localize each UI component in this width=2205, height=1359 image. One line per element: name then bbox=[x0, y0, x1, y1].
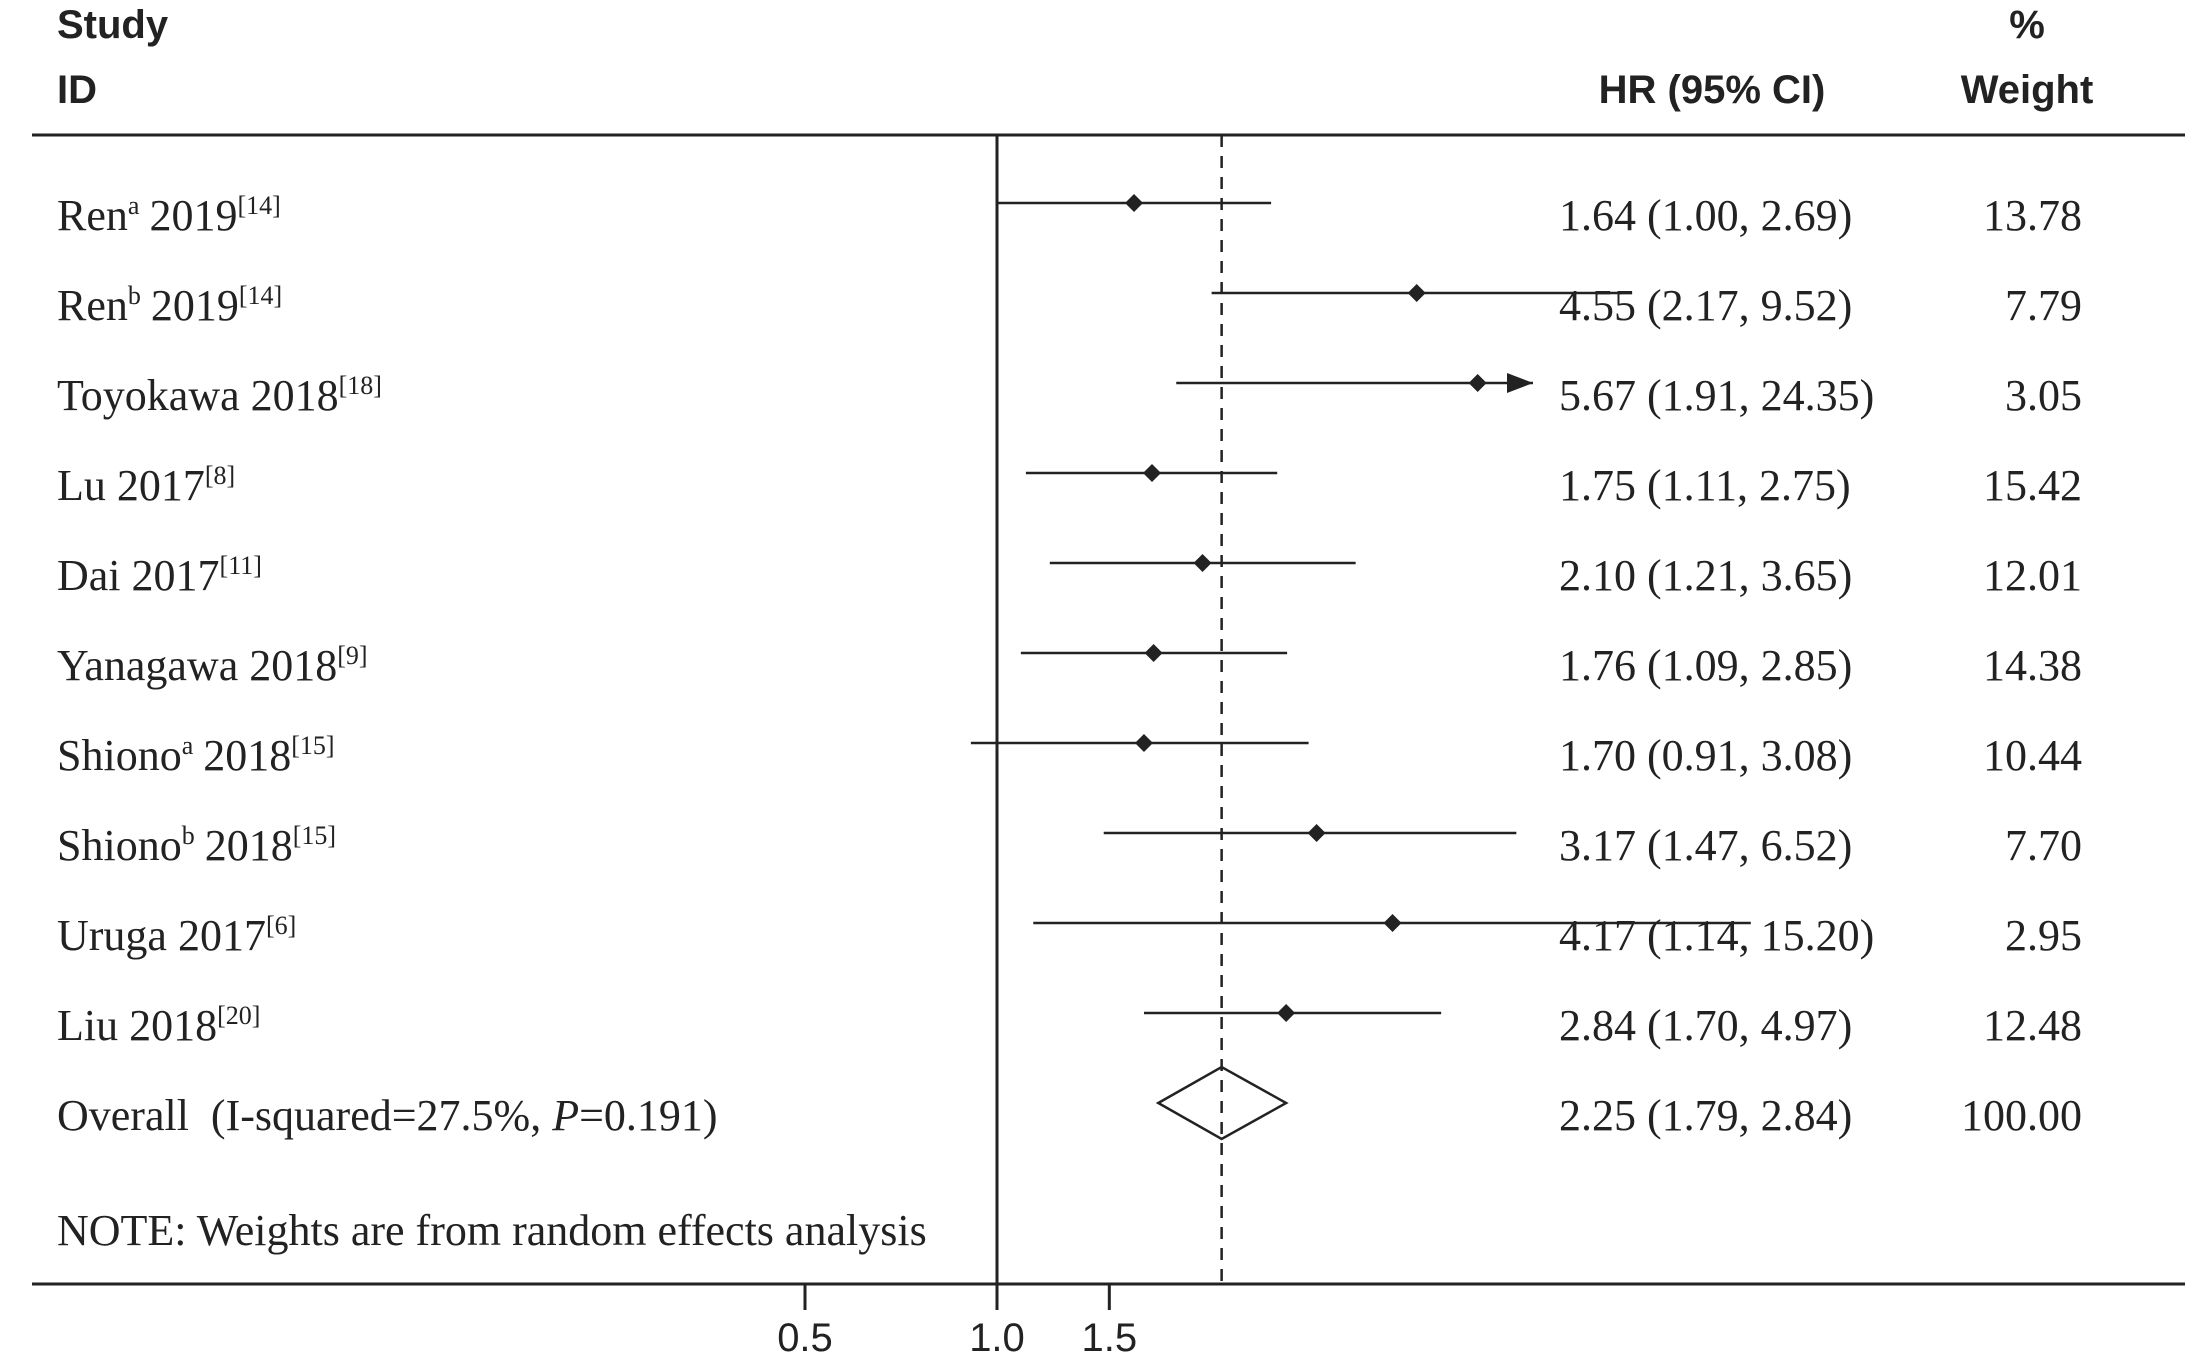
header-id: ID bbox=[57, 68, 97, 112]
point-estimate bbox=[1125, 194, 1144, 212]
x-tick-label: 1.0 bbox=[969, 1316, 1025, 1359]
study-year: 2018 bbox=[203, 731, 291, 780]
weight-value: 7.79 bbox=[2005, 281, 2082, 330]
study-reference: [9] bbox=[337, 641, 367, 670]
point-estimate bbox=[1134, 734, 1153, 752]
study-year: 2017 bbox=[178, 911, 266, 960]
point-estimate bbox=[1193, 554, 1212, 572]
weight-value: 2.95 bbox=[2005, 911, 2082, 960]
study-reference: [14] bbox=[239, 281, 282, 310]
study-year: 2019 bbox=[151, 281, 239, 330]
study-label: Shionob 2018[15] bbox=[57, 821, 336, 870]
study-year: 2018 bbox=[251, 371, 339, 420]
weight-value: 3.05 bbox=[2005, 371, 2082, 420]
overall-p-symbol: P bbox=[551, 1091, 579, 1140]
study-name: Shiono bbox=[57, 731, 182, 780]
study-year: 2018 bbox=[129, 1001, 217, 1050]
overall-prefix: Overall (I-squared=27.5%, bbox=[57, 1091, 552, 1140]
study-label: Toyokawa 2018[18] bbox=[57, 371, 382, 420]
x-tick-label: 1.5 bbox=[1082, 1316, 1138, 1359]
hr-ci-value: 2.10 (1.21, 3.65) bbox=[1559, 551, 1852, 600]
study-label: Rena 2019[14] bbox=[57, 191, 281, 240]
header-study: Study bbox=[57, 3, 169, 47]
study-label: Shionoa 2018[15] bbox=[57, 731, 335, 780]
hr-ci-value: 3.17 (1.47, 6.52) bbox=[1559, 821, 1852, 870]
overall-suffix: =0.191) bbox=[579, 1091, 717, 1140]
study-name: Uruga bbox=[57, 911, 167, 960]
hr-ci-value: 1.75 (1.11, 2.75) bbox=[1559, 461, 1851, 510]
study-reference: [11] bbox=[220, 551, 262, 580]
hr-ci-value: 1.76 (1.09, 2.85) bbox=[1559, 641, 1852, 690]
hr-ci-value: 4.17 (1.14, 15.20) bbox=[1559, 911, 1874, 960]
study-reference: [20] bbox=[217, 1001, 260, 1030]
study-superscript: b bbox=[128, 281, 141, 310]
study-year: 2017 bbox=[117, 461, 205, 510]
header-weight: Weight bbox=[1961, 68, 2094, 112]
study-superscript: b bbox=[182, 821, 195, 850]
study-name: Yanagawa bbox=[57, 641, 238, 690]
study-year: 2017 bbox=[132, 551, 220, 600]
ci-arrow bbox=[1507, 373, 1533, 393]
weight-value: 15.42 bbox=[1983, 461, 2082, 510]
point-estimate bbox=[1383, 914, 1402, 932]
point-estimate bbox=[1143, 464, 1162, 482]
study-name: Lu bbox=[57, 461, 106, 510]
weight-value: 12.01 bbox=[1983, 551, 2082, 600]
weight-value: 14.38 bbox=[1983, 641, 2082, 690]
study-year: 2019 bbox=[149, 191, 237, 240]
study-label: Dai 2017[11] bbox=[57, 551, 262, 600]
hr-ci-value: 1.64 (1.00, 2.69) bbox=[1559, 191, 1852, 240]
study-label: Yanagawa 2018[9] bbox=[57, 641, 368, 690]
weight-value: 7.70 bbox=[2005, 821, 2082, 870]
x-tick-label: 0.5 bbox=[777, 1316, 833, 1359]
weight-value: 12.48 bbox=[1983, 1001, 2082, 1050]
hr-ci-value: 5.67 (1.91, 24.35) bbox=[1559, 371, 1874, 420]
study-name: Dai bbox=[57, 551, 121, 600]
study-reference: [8] bbox=[205, 461, 235, 490]
point-estimate bbox=[1407, 284, 1426, 302]
weight-value: 10.44 bbox=[1983, 731, 2082, 780]
study-name: Liu bbox=[57, 1001, 118, 1050]
study-superscript: a bbox=[182, 731, 194, 760]
point-estimate bbox=[1277, 1004, 1296, 1022]
study-year: 2018 bbox=[205, 821, 293, 870]
study-name: Shiono bbox=[57, 821, 182, 870]
study-reference: [15] bbox=[291, 731, 334, 760]
overall-diamond bbox=[1155, 1065, 1289, 1141]
x-axis: 0.5 1.0 1.5 bbox=[777, 1284, 1137, 1359]
study-reference: [14] bbox=[237, 191, 280, 220]
overall-hr-ci: 2.25 (1.79, 2.84) bbox=[1559, 1091, 1852, 1140]
study-reference: [18] bbox=[339, 371, 382, 400]
study-superscript: a bbox=[128, 191, 140, 220]
study-label: Renb 2019[14] bbox=[57, 281, 282, 330]
study-year: 2018 bbox=[249, 641, 337, 690]
point-estimate bbox=[1468, 374, 1487, 392]
study-name: Ren bbox=[57, 191, 128, 240]
study-reference: [6] bbox=[266, 911, 296, 940]
header-hr-ci: HR (95% CI) bbox=[1599, 68, 1826, 112]
point-estimate bbox=[1144, 644, 1163, 662]
hr-ci-value: 1.70 (0.91, 3.08) bbox=[1559, 731, 1852, 780]
hr-ci-value: 4.55 (2.17, 9.52) bbox=[1559, 281, 1852, 330]
study-label: Uruga 2017[6] bbox=[57, 911, 296, 960]
overall-label: Overall (I-squared=27.5%, P=0.191) bbox=[57, 1091, 718, 1140]
point-estimate bbox=[1307, 824, 1326, 842]
study-name: Toyokawa bbox=[57, 371, 240, 420]
study-label: Liu 2018[20] bbox=[57, 1001, 260, 1050]
overall-weight: 100.00 bbox=[1961, 1091, 2082, 1140]
study-name: Ren bbox=[57, 281, 128, 330]
header-percent: % bbox=[2009, 3, 2045, 47]
study-reference: [15] bbox=[293, 821, 336, 850]
plot-marks bbox=[970, 135, 1751, 1284]
hr-ci-value: 2.84 (1.70, 4.97) bbox=[1559, 1001, 1852, 1050]
study-label: Lu 2017[8] bbox=[57, 461, 235, 510]
weight-value: 13.78 bbox=[1983, 191, 2082, 240]
note-text: NOTE: Weights are from random effects an… bbox=[57, 1206, 927, 1255]
